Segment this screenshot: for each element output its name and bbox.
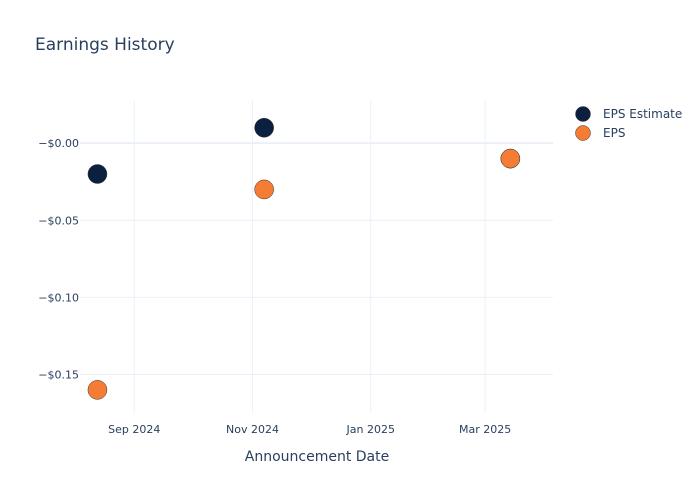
y-tick-label: −$0.10 [38,291,79,304]
data-point[interactable] [254,179,274,200]
data-point[interactable] [87,380,108,400]
data-point[interactable] [87,164,108,184]
grid-layer [80,100,553,413]
x-tick-label: Sep 2024 [108,423,160,436]
y-tick-label: −$0.05 [38,214,79,227]
legend-marker [575,125,591,141]
x-tick-label: Mar 2025 [459,423,511,436]
chart-title: Earnings History [35,35,175,55]
legend: EPS Estimate EPS [575,106,682,141]
data-point[interactable] [254,118,274,138]
x-tick-label: Nov 2024 [226,423,279,436]
legend-label: EPS [603,126,625,140]
y-tick-label: −$0.15 [38,368,79,381]
legend-label: EPS Estimate [603,107,682,121]
x-tick-label: Jan 2025 [346,423,395,436]
tick-layer: Sep 2024 Nov 2024 Jan 2025 Mar 2025 −$0.00 −$… [38,137,511,436]
x-axis-title: Announcement Date [245,449,389,465]
point-layer [87,118,521,400]
y-tick-label: −$0.00 [38,137,79,150]
data-point[interactable] [500,148,521,169]
legend-marker [575,106,591,122]
